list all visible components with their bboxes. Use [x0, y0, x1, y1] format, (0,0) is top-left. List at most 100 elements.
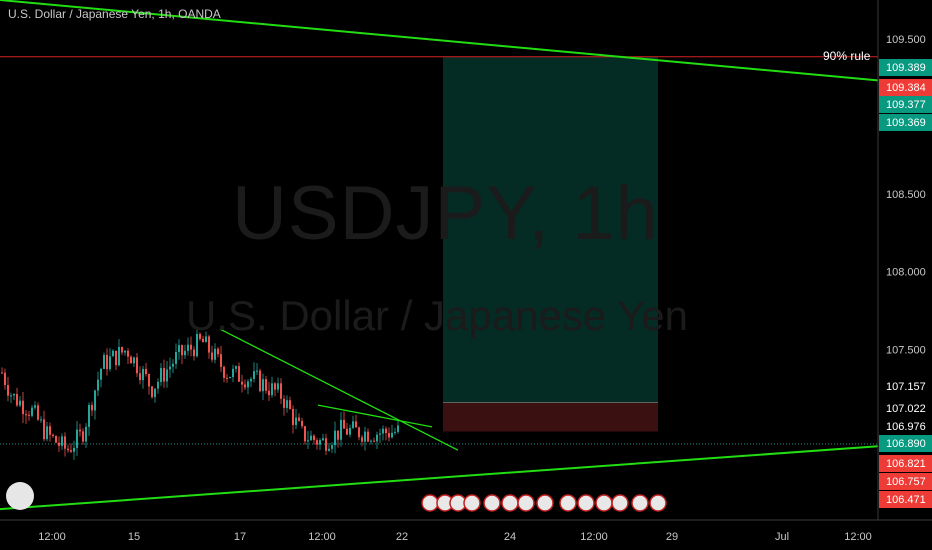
candle-body	[247, 381, 249, 388]
time-tick-label: 22	[396, 531, 408, 543]
candle-body	[145, 368, 147, 375]
candle-body	[202, 338, 204, 343]
candle-body	[7, 385, 9, 396]
price-tag-label: 106.757	[886, 476, 926, 488]
trendline-2	[219, 328, 459, 451]
candle-body	[58, 442, 60, 446]
candle-body	[49, 426, 51, 435]
candle-body	[265, 379, 267, 391]
candle-body	[94, 390, 96, 411]
event-flag-icon[interactable]	[517, 494, 535, 512]
candle-body	[397, 425, 399, 432]
event-flag-icon[interactable]	[536, 494, 554, 512]
candle-body	[358, 427, 360, 438]
price-tag-label: 106.976	[886, 421, 926, 433]
price-tag	[879, 59, 932, 76]
time-tick-label: 17	[234, 531, 246, 543]
candle-body	[241, 381, 243, 385]
candle-body	[16, 393, 18, 406]
candle-body	[187, 344, 189, 351]
price-tag-label: 106.471	[886, 494, 926, 506]
candle-body	[394, 431, 396, 433]
time-axis: 12:00 15 17 12:00 22 24 12:00 29 Jul 12:00	[0, 519, 932, 550]
candle-body	[91, 405, 93, 411]
price-tag	[879, 96, 932, 113]
candle-body	[211, 352, 213, 360]
position-zones	[443, 56, 658, 432]
event-flag-icon[interactable]	[595, 494, 613, 512]
candle-body	[379, 433, 381, 435]
candle-body	[277, 383, 279, 390]
candle-body	[391, 432, 393, 438]
candle-body	[367, 431, 369, 442]
candle-body	[352, 421, 354, 428]
price-tick-label: 108.000	[886, 267, 926, 279]
candle-body	[223, 366, 225, 378]
candle-body	[355, 421, 357, 428]
candle-body	[169, 366, 171, 370]
candle-body	[181, 345, 183, 356]
event-flag-icon[interactable]	[501, 494, 519, 512]
candle-body	[337, 430, 339, 440]
candle-body	[229, 376, 231, 378]
candle-body	[85, 426, 87, 442]
candle-body	[136, 357, 138, 374]
candle-body	[115, 350, 117, 366]
candle-body	[259, 370, 261, 392]
candle-body	[382, 428, 384, 434]
event-flag-icon[interactable]	[463, 494, 481, 512]
candle-body	[205, 336, 207, 343]
candle-body	[325, 438, 327, 451]
candle-body	[319, 440, 321, 445]
event-flag-icon[interactable]	[421, 494, 439, 512]
rule-label: 90% rule	[823, 49, 871, 63]
candle-body	[199, 333, 201, 339]
event-flag-icon[interactable]	[577, 494, 595, 512]
candle-body	[79, 429, 81, 432]
price-tag	[878, 399, 932, 418]
watermark-name: U.S. Dollar / Japanese Yen	[186, 292, 688, 339]
price-tag-label: 109.369	[886, 117, 926, 129]
candle-body	[361, 437, 363, 442]
candle-body	[307, 440, 309, 442]
candle-body	[343, 419, 345, 429]
time-tick-label: 12:00	[580, 531, 608, 543]
candle-body	[289, 400, 291, 409]
event-flag-icon[interactable]	[559, 494, 577, 512]
candle-body	[184, 350, 186, 356]
watermark-symbol: USDJPY, 1h	[232, 171, 659, 256]
candle-body	[43, 419, 45, 440]
time-tick-label: 24	[504, 531, 516, 543]
event-flag-icon[interactable]	[611, 494, 629, 512]
candle-body	[163, 368, 165, 382]
candle-body	[82, 431, 84, 442]
candle-body	[127, 350, 129, 357]
candle-body	[373, 440, 375, 442]
event-flag-icon[interactable]	[631, 494, 649, 512]
candle-body	[274, 383, 276, 390]
event-flag-icon[interactable]	[649, 494, 667, 512]
candle-body	[190, 344, 192, 350]
price-tag-label: 109.377	[886, 99, 926, 111]
candle-body	[76, 429, 78, 448]
candle-body	[364, 431, 366, 442]
candle-body	[97, 379, 99, 391]
price-axis: 107.500 108.000 108.500 109.500 109.389 109.3…	[877, 0, 932, 550]
candle-body	[340, 419, 342, 440]
candle-body	[70, 450, 72, 452]
time-tick-label: 12:00	[844, 531, 872, 543]
tradingview-logo-icon[interactable]	[6, 482, 34, 510]
candle-body	[175, 352, 177, 364]
candle-body	[268, 390, 270, 396]
candle-body	[322, 438, 324, 441]
time-tick-label: 12:00	[308, 531, 336, 543]
economic-events-row	[421, 494, 667, 512]
event-flag-icon[interactable]	[483, 494, 501, 512]
candle-body	[22, 400, 24, 415]
trendline-1	[0, 441, 932, 511]
price-tag-label: 106.890	[886, 438, 926, 450]
candle-body	[121, 347, 123, 353]
candle-body	[331, 445, 333, 449]
candle-body	[100, 368, 102, 380]
